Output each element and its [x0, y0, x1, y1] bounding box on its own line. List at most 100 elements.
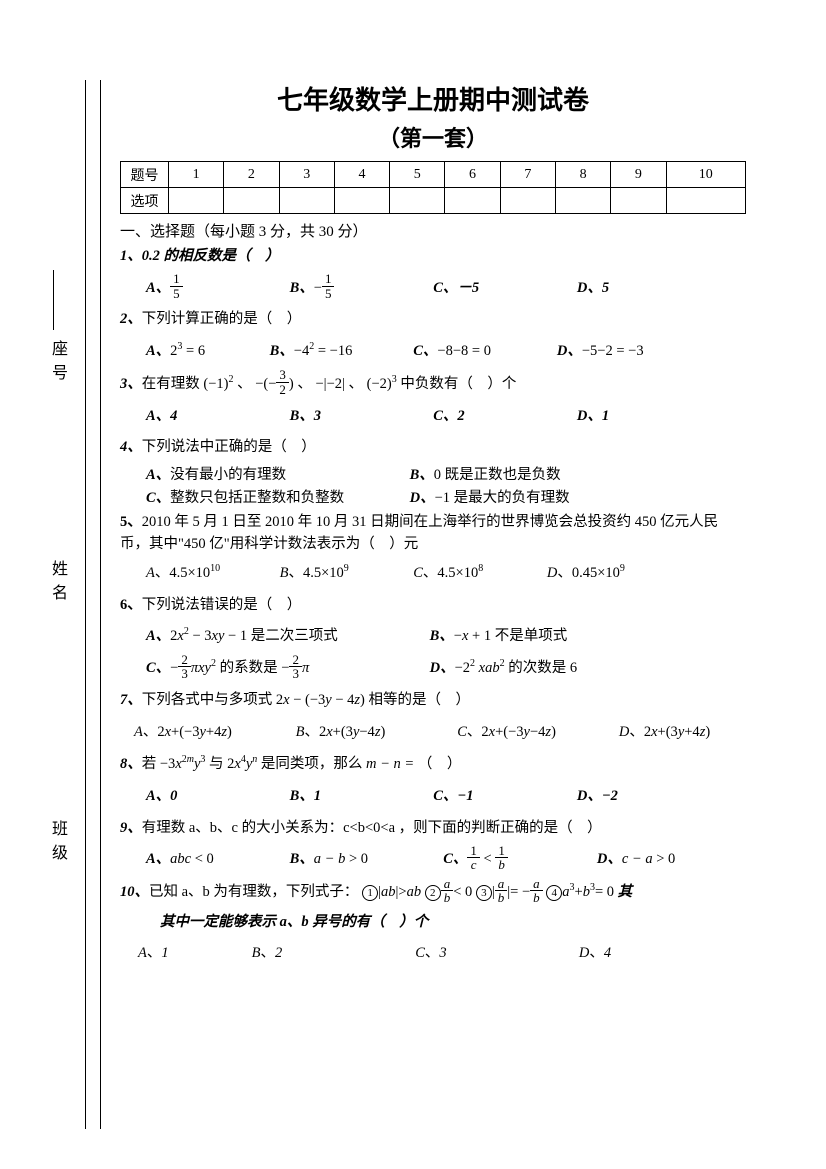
q2-a: A、	[146, 343, 170, 359]
th-col: 6	[445, 162, 500, 188]
q3-c: C、2	[433, 408, 464, 424]
q5-num: 5、	[120, 514, 142, 530]
q2-d: D、	[557, 343, 582, 359]
th-col: 2	[224, 162, 279, 188]
q6-num: 6、	[120, 597, 142, 613]
q9-c: C、	[443, 851, 467, 867]
q10-t2: 其中一定能够表示 a、b 异号的有（ ）个	[160, 914, 428, 930]
th-ans: 选项	[121, 188, 169, 214]
q8-num: 8、	[120, 756, 142, 772]
page-subtitle: （第一套）	[120, 121, 746, 153]
q3-opts: A、4 B、3 C、2 D、1	[120, 401, 746, 433]
margin-rule-1	[85, 80, 87, 1129]
q8-d: D、−2	[577, 788, 618, 804]
td-ans[interactable]	[279, 188, 334, 214]
table-row: 题号 1 2 3 4 5 6 7 8 9 10	[121, 162, 746, 188]
th-col: 4	[334, 162, 389, 188]
answer-table: 题号 1 2 3 4 5 6 7 8 9 10 选项	[120, 161, 746, 214]
q5: 5、2010 年 5 月 1 日至 2010 年 10 月 31 日期间在上海举…	[120, 512, 746, 556]
td-ans[interactable]	[666, 188, 745, 214]
q7: 7、下列各式中与多项式 2x − (−3y − 4z) 相等的是（ ）	[120, 687, 746, 715]
q8-t4: （ ）	[418, 756, 462, 772]
q9-a: A、	[146, 851, 170, 867]
q9-text: 有理数 a、b、c 的大小关系为：c<b<0<a ，则下面的判断正确的是（ ）	[142, 820, 602, 836]
q1-b: B、	[290, 280, 314, 296]
q6-c-lbl: C、	[146, 660, 170, 676]
q9-num: 9、	[120, 820, 142, 836]
q10-line2: 其中一定能够表示 a、b 异号的有（ ）个	[120, 909, 746, 937]
q10-opts: A、1 B、2 C、3 D、4	[120, 938, 746, 970]
td-ans[interactable]	[611, 188, 666, 214]
td-ans[interactable]	[334, 188, 389, 214]
td-ans[interactable]	[224, 188, 279, 214]
td-ans[interactable]	[555, 188, 610, 214]
q3-num: 3、	[120, 376, 142, 392]
section-1-head: 一、选择题（每小题 3 分，共 30 分）	[120, 220, 746, 241]
q1-d: D、5	[577, 280, 609, 296]
q1-c: C、－5	[433, 280, 479, 296]
q7-t2: 相等的是（ ）	[369, 692, 471, 708]
th-col: 1	[169, 162, 224, 188]
q1: 1、0.2 的相反数是（ ）	[120, 243, 746, 271]
th-col: 3	[279, 162, 334, 188]
th-col: 5	[390, 162, 445, 188]
table-row: 选项	[121, 188, 746, 214]
q6-a-lbl: A、	[146, 628, 170, 644]
q6-a: 是二次三项式	[251, 628, 338, 644]
q3-d: D、1	[577, 408, 609, 424]
q10: 10、已知 a、b 为有理数，下列式子： 1|ab|>ab 2ab< 0 3|a…	[120, 878, 746, 907]
q4: 4、下列说法中正确的是（ ）	[120, 434, 746, 462]
q3: 3、在有理数 (−1)2 、 −(−32) 、 −|−2| 、 (−2)3 中负…	[120, 370, 746, 399]
td-ans[interactable]	[445, 188, 500, 214]
q10-t1: 已知 a、b 为有理数，下列式子：	[149, 884, 358, 900]
q8: 8、若 −3x2my3 与 2x4yn 是同类项，那么 m − n = （ ）	[120, 750, 746, 778]
page-title: 七年级数学上册期中测试卷	[120, 80, 746, 117]
q8-b: B、1	[290, 788, 321, 804]
q9-opts: A、abc < 0 B、a − b > 0 C、1c < 1b D、c − a …	[120, 844, 746, 876]
q1-opts: A、15 B、−15 C、－5 D、5	[120, 273, 746, 305]
th-col: 9	[611, 162, 666, 188]
td-ans[interactable]	[500, 188, 555, 214]
q1-text: 0.2 的相反数是（ ）	[142, 248, 280, 264]
q5-text: 2010 年 5 月 1 日至 2010 年 10 月 31 日期间在上海举行的…	[120, 514, 718, 552]
class-label: 班级	[45, 820, 69, 868]
q2: 2、下列计算正确的是（ ）	[120, 306, 746, 334]
seat-label: 座号	[45, 340, 69, 388]
seat-line	[53, 270, 55, 330]
q9: 9、有理数 a、b、c 的大小关系为：c<b<0<a ，则下面的判断正确的是（ …	[120, 815, 746, 843]
q4-num: 4、	[120, 439, 142, 455]
q6-b-lbl: B、	[430, 628, 454, 644]
q9-b: B、	[290, 851, 314, 867]
q10-num: 10、	[120, 884, 149, 900]
q2-b: B、	[270, 343, 294, 359]
q1-num: 1、	[120, 248, 142, 264]
th-col: 10	[666, 162, 745, 188]
q8-t1: 若	[142, 756, 157, 772]
td-ans[interactable]	[390, 188, 445, 214]
q9-d: D、	[597, 851, 622, 867]
th-num: 题号	[121, 162, 169, 188]
q7-num: 7、	[120, 692, 142, 708]
q2-text: 下列计算正确的是（ ）	[142, 311, 302, 327]
q6-d-lbl: D、	[430, 660, 455, 676]
q2-num: 2、	[120, 311, 142, 327]
q4-opts: A、A、没有最小的有理数没有最小的有理数 B、0 既是正数也是负数 C、整数只包…	[120, 464, 746, 510]
q8-t3: 是同类项，那么	[261, 756, 363, 772]
q3-t1: 在有理数	[142, 376, 200, 392]
q6-opts: A、2x2 − 3xy − 1 是二次三项式 B、−x + 1 不是单项式 C、…	[120, 621, 746, 685]
q6: 6、下列说法错误的是（ ）	[120, 592, 746, 620]
q7-t1: 下列各式中与多项式	[142, 692, 273, 708]
q6-d: 的次数是 6	[508, 660, 577, 676]
margin-rule-2	[100, 80, 102, 1129]
name-label: 姓名	[45, 560, 69, 608]
q8-opts: A、0 B、1 C、−1 D、−2	[120, 781, 746, 813]
q2-opts: A、23 = 6 B、−42 = −16 C、−8−8 = 0 D、−5−2 =…	[120, 336, 746, 368]
q3-t2: 中负数有（ ）个	[400, 376, 516, 392]
q5-opts: A、4.5×1010 B、4.5×109 C、4.5×108 D、0.45×10…	[120, 558, 746, 590]
td-ans[interactable]	[169, 188, 224, 214]
th-col: 7	[500, 162, 555, 188]
q8-t2: 与	[209, 756, 224, 772]
q2-c: C、	[413, 343, 437, 359]
q8-c: C、−1	[433, 788, 473, 804]
q6-b: 不是单项式	[495, 628, 568, 644]
